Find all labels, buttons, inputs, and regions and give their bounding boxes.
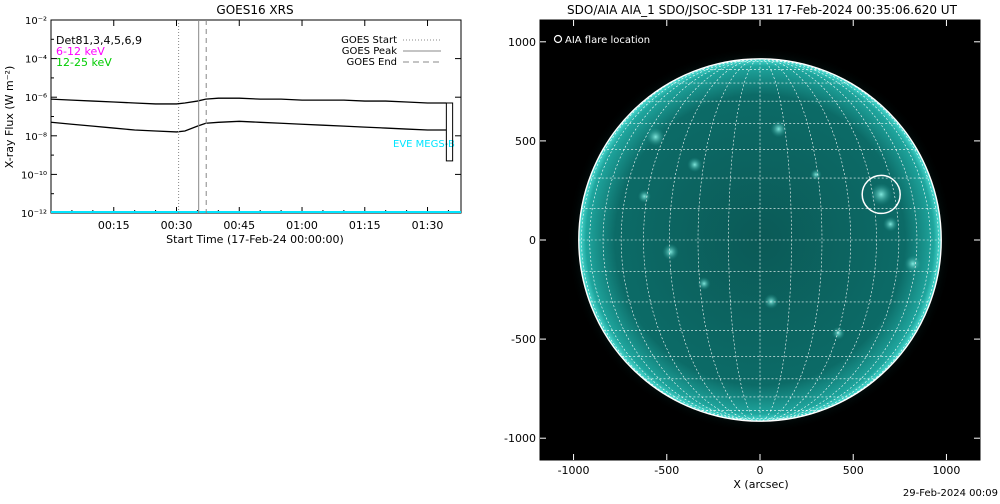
aia-active-region (831, 326, 845, 340)
aia-ytick-label: 1000 (508, 36, 536, 49)
goes-xrs-svg: GOES16 XRS Start Time (17-Feb-24 00:00:0… (3, 3, 462, 246)
aia-active-region (770, 120, 788, 138)
goes-dynamic-group: 10⁻¹² 10⁻¹⁰ 10⁻⁸ 10⁻⁶ 10⁻⁴ 10⁻² 00:15 00:30 00:4… (21, 16, 462, 232)
goes-ytick-label: 10⁻⁸ (25, 132, 47, 143)
aia-active-region (662, 243, 679, 261)
aia-longitude-line (602, 58, 761, 422)
aia-longitude-line (669, 58, 761, 422)
aia-flare-circle (861, 174, 901, 215)
aia-xtick-label: 500 (843, 464, 864, 477)
aia-xtick-label: 1000 (932, 464, 960, 477)
goes-ylabel: X-ray Flux (W m⁻²) (3, 66, 16, 168)
aia-longitude-line (643, 58, 761, 422)
goes-ytick-label: 10⁻¹² (21, 209, 47, 220)
legend-label: GOES End (347, 57, 397, 68)
goes-plot-frame (50, 19, 462, 214)
goes-data-gap (445, 102, 454, 162)
goes-ytick-label: 10⁻⁴ (25, 55, 47, 66)
goes-ytick-label: 10⁻² (25, 16, 47, 27)
legend-label: GOES Peak (342, 46, 397, 57)
goes-xlabel: Start Time (17-Feb-24 00:00:00) (166, 233, 344, 246)
aia-longitude-line (759, 58, 792, 422)
band-high-label: 12-25 keV (56, 56, 112, 69)
aia-active-region (637, 189, 651, 203)
aia-longitude-line (759, 58, 851, 422)
aia-legend-label: AIA flare location (565, 35, 650, 46)
goes-xtick-label: 00:30 (161, 219, 193, 232)
goes-ytick-label: 10⁻¹⁰ (21, 170, 47, 181)
aia-active-region (697, 277, 711, 291)
aia-longitude-line (759, 58, 918, 422)
aia-ytick-label: -1000 (504, 432, 536, 445)
aia-dynamic-group: AIA flare location -1000 -500 0 500 1000 -1000… (504, 19, 981, 477)
aia-legend-symbol (553, 34, 563, 44)
goes-xtick-label: 01:00 (286, 219, 318, 232)
aia-image-plot: SDO/AIA AIA_1 SDO/JSOC-SDP 131 17-Feb-20… (500, 0, 1000, 500)
aia-active-region (883, 216, 898, 232)
aia-ytick-label: -500 (511, 333, 536, 346)
goes-ytick-label: 10⁻⁶ (25, 93, 47, 104)
aia-longitude-line (697, 58, 761, 422)
goes-xtick-label: 00:15 (98, 219, 130, 232)
aia-active-region (810, 169, 822, 181)
aia-ytick-label: 0 (529, 234, 536, 247)
aia-xtick-label: -500 (654, 464, 679, 477)
aia-xtick-label: -1000 (558, 464, 590, 477)
aia-longitude-line (728, 58, 761, 422)
aia-longitude-line (759, 58, 931, 422)
aia-active-region (646, 127, 665, 147)
legend-label: GOES Start (341, 35, 397, 46)
aia-xtick-label: 0 (757, 464, 764, 477)
aia-active-region (687, 157, 703, 173)
aia-active-region (870, 183, 893, 206)
aia-active-region (763, 293, 779, 309)
eve-label: EVE MEGS-B (393, 139, 455, 150)
goes-xtick-label: 01:15 (349, 219, 381, 232)
goes-xrs-plot: GOES16 XRS Start Time (17-Feb-24 00:00:0… (0, 0, 470, 250)
aia-longitude-line (759, 58, 823, 422)
aia-ytick-label: 500 (515, 135, 536, 148)
aia-xlabel: X (arcsec) (733, 478, 788, 491)
aia-active-region (904, 255, 922, 273)
goes-series-line (50, 120, 447, 133)
det-label: Det81,3,4,5,6,9 (56, 34, 142, 47)
aia-longitude-line (759, 58, 877, 422)
band-low-label: 6-12 keV (56, 45, 105, 58)
goes-series-line (50, 97, 447, 105)
aia-svg: SDO/AIA AIA_1 SDO/JSOC-SDP 131 17-Feb-20… (504, 3, 981, 491)
goes-xtick-label: 01:30 (412, 219, 444, 232)
footer-timestamp: 29-Feb-2024 00:09 (902, 488, 998, 499)
aia-limb (578, 58, 942, 422)
aia-title: SDO/AIA AIA_1 SDO/JSOC-SDP 131 17-Feb-20… (567, 3, 958, 17)
goes-xtick-label: 00:45 (223, 219, 255, 232)
goes-title: GOES16 XRS (216, 3, 293, 17)
aia-longitude-line (589, 58, 761, 422)
aia-longitude-line (620, 58, 761, 422)
aia-longitude-line (759, 58, 900, 422)
